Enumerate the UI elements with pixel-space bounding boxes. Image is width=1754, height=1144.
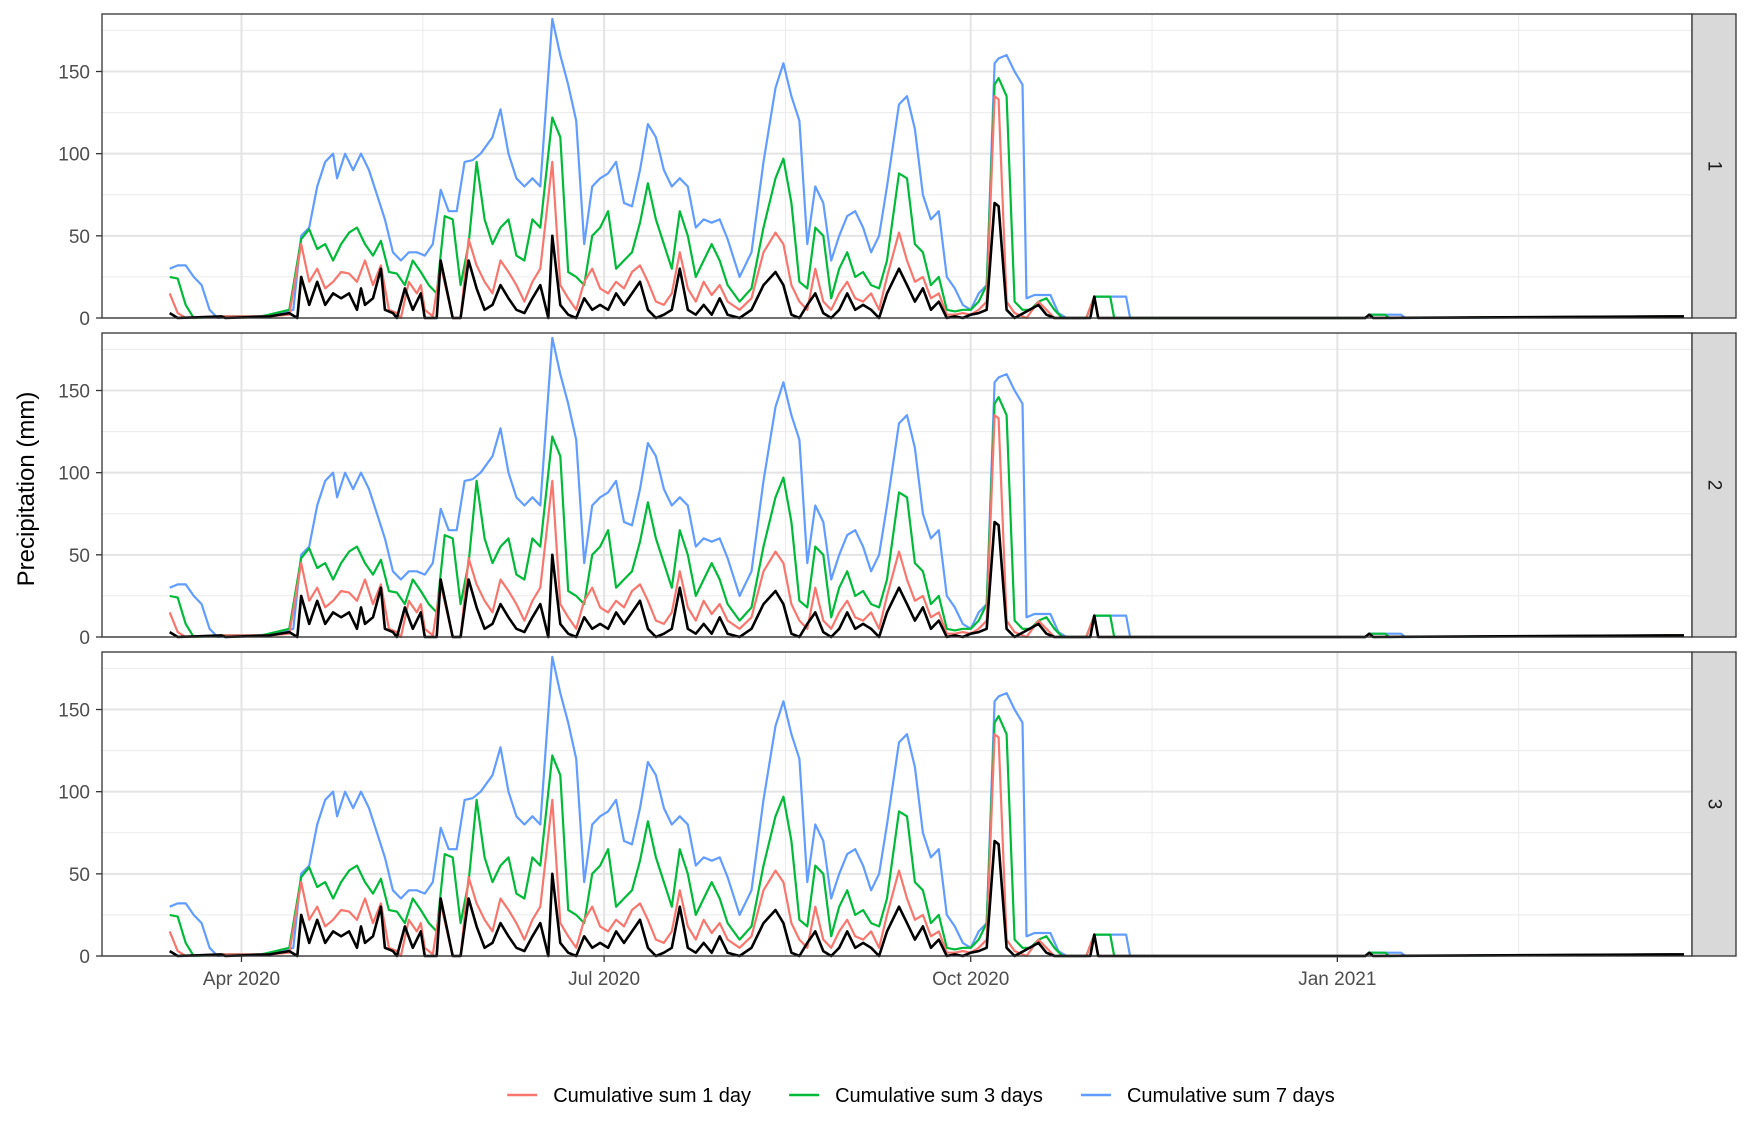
legend-label: Cumulative sum 1 day	[553, 1085, 751, 1107]
legend: Cumulative sum 1 day Cumulative sum 3 day…	[507, 1085, 1335, 1107]
facet-strip	[1691, 332, 1737, 638]
y-tick-label: 150	[58, 701, 90, 722]
panel-1: 0 50 100 150 1	[58, 13, 1737, 330]
legend-item-3d: Cumulative sum 3 days	[789, 1085, 1043, 1107]
legend-item-1d: Cumulative sum 1 day	[507, 1085, 751, 1107]
facet-strip-label: 1	[1704, 161, 1725, 172]
facet-strip-label: 3	[1704, 799, 1725, 810]
y-axis-label: Precipitation (mm)	[13, 392, 40, 587]
legend-item-7d: Cumulative sum 7 days	[1080, 1085, 1335, 1107]
facet-strip	[1691, 651, 1737, 957]
x-tick-label: Apr 2020	[203, 969, 280, 990]
panels: 0 50 100 150 1 0 50 100 150 2 0 50 100 150 3	[58, 13, 1737, 968]
legend-label: Cumulative sum 3 days	[835, 1085, 1043, 1107]
panel-2: 0 50 100 150 2	[58, 332, 1737, 649]
y-tick-label: 50	[69, 546, 90, 567]
x-tick-label: Jul 2020	[568, 969, 640, 990]
facet-strip	[1691, 13, 1737, 319]
y-tick-label: 150	[58, 382, 90, 403]
legend-label: Cumulative sum 7 days	[1127, 1085, 1335, 1107]
panel-3: 0 50 100 150 3	[58, 651, 1737, 968]
series-line-7d	[169, 17, 1684, 320]
facet-strip-label: 2	[1704, 480, 1725, 491]
y-tick-label: 100	[58, 145, 90, 166]
x-axis: Apr 2020 Jul 2020 Oct 2020 Jan 2021	[203, 956, 1376, 990]
x-tick-label: Oct 2020	[932, 969, 1009, 990]
series-line-3d	[169, 714, 1684, 958]
y-tick-label: 0	[79, 628, 90, 649]
series-line-7d	[169, 655, 1684, 958]
y-tick-label: 50	[69, 865, 90, 886]
y-tick-label: 150	[58, 63, 90, 84]
x-tick-label: Jan 2021	[1298, 969, 1376, 990]
y-tick-label: 100	[58, 783, 90, 804]
y-tick-label: 0	[79, 947, 90, 968]
series-line-3d	[169, 396, 1684, 639]
y-tick-label: 100	[58, 464, 90, 485]
series-line-3d	[169, 76, 1684, 320]
y-tick-label: 0	[79, 309, 90, 330]
y-tick-label: 50	[69, 227, 90, 248]
series-line-7d	[169, 336, 1684, 639]
